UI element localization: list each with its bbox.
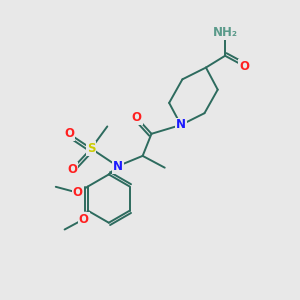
Text: N: N [176, 118, 186, 131]
Text: NH₂: NH₂ [213, 26, 238, 39]
Text: O: O [73, 186, 83, 199]
Text: O: O [67, 163, 77, 176]
Text: O: O [132, 111, 142, 124]
Text: O: O [79, 213, 89, 226]
Text: N: N [112, 160, 123, 173]
Text: O: O [64, 127, 74, 140]
Text: S: S [87, 142, 95, 155]
Text: O: O [239, 60, 249, 73]
